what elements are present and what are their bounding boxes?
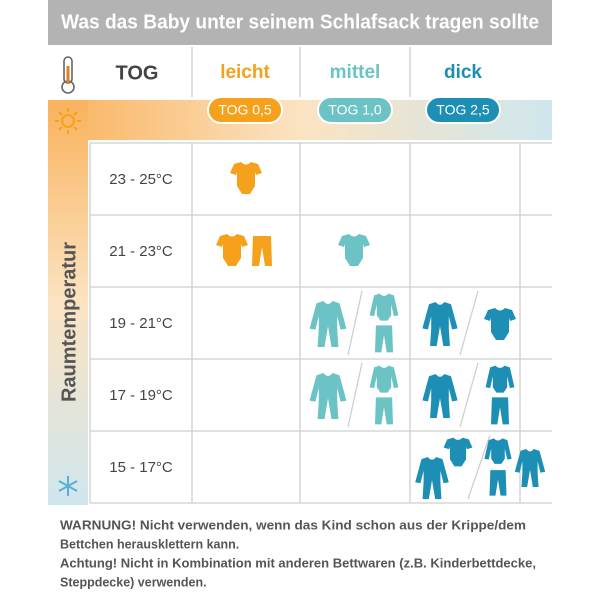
bodysuit-icon	[485, 365, 515, 393]
row-label: 15 - 17°C	[109, 459, 173, 476]
pants-icon	[491, 397, 509, 425]
tog-value: TOG 2,5	[436, 102, 490, 118]
sun-icon	[55, 108, 81, 134]
tog-pill: TOG 1,0	[317, 96, 393, 124]
warning-text: Bettchen herausklettern kann.	[60, 537, 239, 551]
tog-value: TOG 0,5	[218, 102, 272, 118]
bodysuit-icon	[216, 234, 248, 266]
pants-icon	[489, 470, 507, 496]
column-name: leicht	[220, 62, 270, 83]
clothing-icons	[216, 162, 546, 499]
column-name: mittel	[330, 62, 381, 83]
row-label: 21 - 23°C	[109, 243, 173, 260]
bodysuit-icon	[484, 308, 516, 340]
pants-icon	[375, 325, 393, 353]
romper-icon	[309, 373, 347, 419]
tog-pill: TOG 0,5	[207, 96, 283, 124]
bodysuit-icon	[369, 365, 399, 393]
romper-icon	[415, 457, 449, 499]
title: Was das Baby unter seinem Schlafsack tra…	[61, 11, 539, 33]
warning-text: WARNUNG! Nicht verwenden, wenn das Kind …	[60, 518, 526, 532]
tog-header: TOG	[116, 62, 159, 84]
snowflake-icon	[58, 476, 78, 496]
row-label: 17 - 19°C	[109, 387, 173, 404]
tog-pill: TOG 2,5	[425, 96, 501, 124]
side-label: Raumtemperatur	[58, 242, 80, 402]
bodysuit-icon	[338, 234, 370, 266]
column-name: dick	[444, 62, 482, 83]
table-grid	[89, 47, 552, 504]
bodysuit-icon	[369, 293, 399, 321]
title-bar	[48, 0, 552, 45]
pants-icon	[252, 236, 272, 266]
row-label: 23 - 25°C	[109, 171, 173, 188]
row-label: 19 - 21°C	[109, 315, 173, 332]
romper-icon	[309, 301, 347, 347]
bodysuit-icon	[443, 437, 473, 467]
romper-icon	[422, 374, 458, 418]
tog-value: TOG 1,0	[328, 102, 382, 118]
romper-icon	[422, 302, 458, 346]
temperature-bar	[48, 100, 88, 505]
warning-text: Achtung! Nicht in Kombination mit andere…	[60, 556, 536, 570]
bodysuit-icon	[484, 438, 512, 464]
thermometer-icon	[61, 56, 75, 94]
warning-text: Steppdecke) verwenden.	[60, 575, 207, 589]
pants-icon	[375, 397, 393, 425]
bodysuit-icon	[230, 162, 262, 194]
